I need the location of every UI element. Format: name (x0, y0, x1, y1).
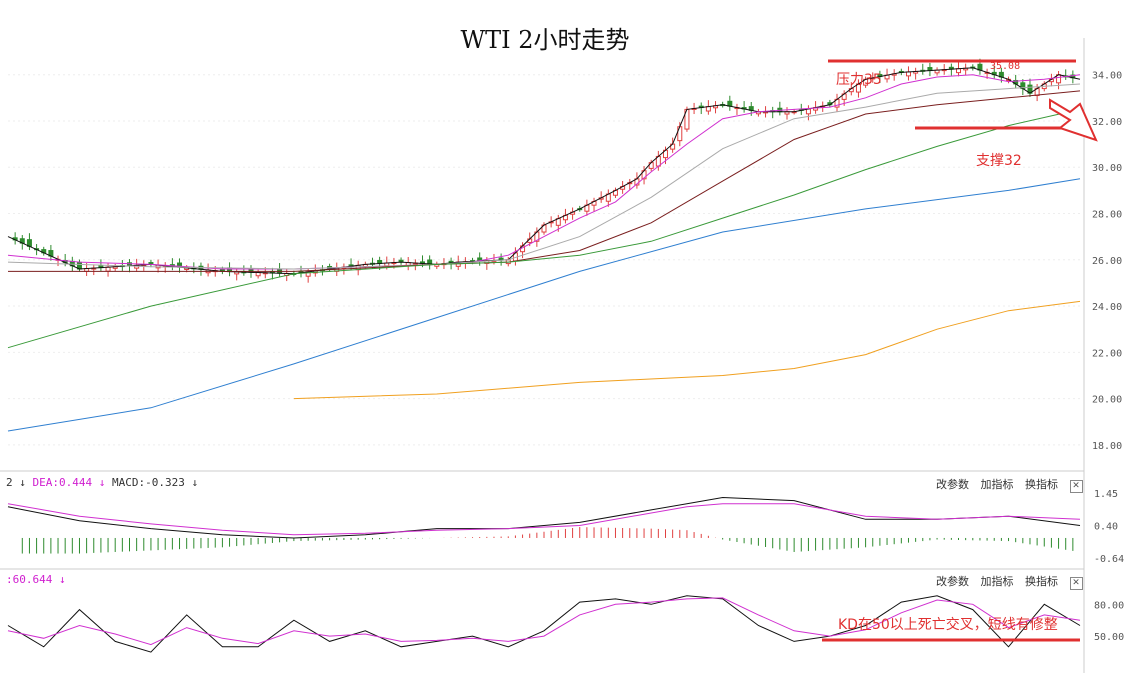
switch-indicator-button[interactable]: 换指标 (1025, 478, 1058, 491)
macd-toolbar: 改参数 加指标 换指标 ✕ (928, 476, 1083, 493)
ma-line-gray (7, 83, 1081, 270)
ma-line-blue (7, 178, 1081, 432)
price-label: 35.08 (990, 61, 1021, 72)
support-annotation: 支撑32 (976, 153, 1022, 169)
kd-k-line (7, 595, 1081, 653)
add-indicator-button[interactable]: 加指标 (980, 478, 1014, 491)
macd-label: MACD:-0.323 (111, 476, 185, 489)
y-tick-label: 1.45 (1094, 489, 1118, 500)
switch-indicator-button[interactable]: 换指标 (1025, 575, 1058, 588)
close-icon[interactable]: ✕ (1069, 577, 1083, 590)
ma-line-magenta (7, 74, 1081, 270)
change-params-button[interactable]: 改参数 (936, 575, 969, 588)
change-params-button[interactable]: 改参数 (936, 478, 969, 491)
dea-label: DEA:0.444 (32, 476, 93, 489)
macd-dea-line (7, 503, 1081, 536)
macd-header: 2 ↓ DEA:0.444 ↓ MACD:-0.323 ↓ (6, 476, 198, 489)
y-tick-label: 80.00 (1094, 600, 1124, 611)
y-tick-label: 18.00 (1092, 441, 1122, 452)
ma-line-black (7, 67, 1081, 275)
y-tick-label: 0.40 (1094, 522, 1118, 533)
y-tick-label: 30.00 (1092, 163, 1122, 174)
kd-d-line (7, 597, 1081, 646)
kd-indicator-text: :60.644 (6, 573, 53, 586)
down-arrow-icon: ↓ (58, 573, 66, 586)
ma-line-orange (293, 300, 1081, 400)
macd-dif-line (7, 496, 1081, 539)
candle-body (105, 266, 111, 272)
down-arrow-icon: ↓ (19, 476, 26, 489)
down-arrow-icon: ↓ (191, 476, 199, 489)
kd-toolbar: 改参数 加指标 换指标 ✕ (928, 573, 1083, 590)
breakdown-arrow-icon (1049, 98, 1098, 142)
y-tick-label: 50.00 (1094, 632, 1124, 643)
y-tick-label: -0.64 (1094, 554, 1124, 565)
ma-line-maroon (8, 90, 1081, 272)
y-tick-label: 22.00 (1092, 348, 1122, 359)
ma-line-green (7, 108, 1081, 349)
y-tick-label: 28.00 (1092, 210, 1122, 221)
y-tick-label: 20.00 (1092, 395, 1122, 406)
close-icon[interactable]: ✕ (1069, 480, 1083, 493)
macd-indicator-text: 2 (6, 476, 13, 489)
y-tick-label: 32.00 (1092, 117, 1122, 128)
resistance-annotation: 压力35 (836, 72, 882, 88)
kd-annotation: KD在50以上死亡交叉，短线有修整 (838, 617, 1058, 633)
kd-header: :60.644 ↓ (6, 573, 66, 586)
add-indicator-button[interactable]: 加指标 (980, 575, 1014, 588)
chart-title: WTI 2小时走势 (460, 26, 630, 54)
y-tick-label: 34.00 (1092, 71, 1122, 82)
y-tick-label: 26.00 (1092, 256, 1122, 267)
y-tick-label: 24.00 (1092, 302, 1122, 313)
down-arrow-icon: ↓ (98, 476, 106, 489)
